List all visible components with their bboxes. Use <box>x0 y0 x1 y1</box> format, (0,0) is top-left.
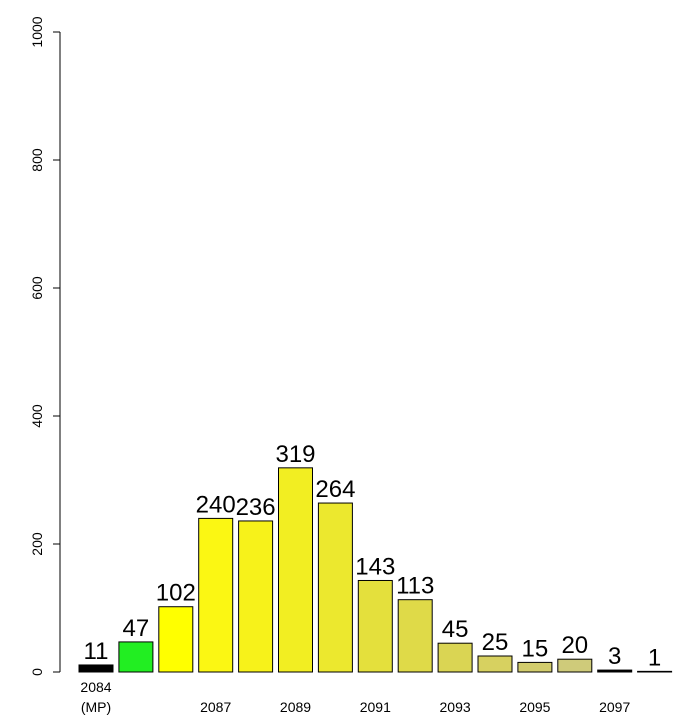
x-tick-label-line: 2091 <box>360 699 391 715</box>
value-label-2094: 25 <box>482 629 509 656</box>
value-label-2089: 319 <box>275 441 315 468</box>
x-tick-label-line: 2084 <box>80 679 111 695</box>
bar-2091 <box>357 579 393 673</box>
x-tick-label: 2093 <box>440 699 471 715</box>
x-tick-label-line: 2089 <box>280 699 311 715</box>
x-tick-label: 2095 <box>519 699 550 715</box>
value-label-2096: 20 <box>561 632 588 659</box>
x-tick-label-line: 2087 <box>200 699 231 715</box>
bar-2098 <box>637 670 673 673</box>
y-tick-label: 1000 <box>29 16 45 47</box>
bar-2095 <box>517 661 553 673</box>
x-tick-label: 2089 <box>280 699 311 715</box>
y-tick-label: 400 <box>29 404 45 428</box>
y-tick-label: 200 <box>29 532 45 556</box>
x-tick-label-line: 2095 <box>519 699 550 715</box>
bar-2092 <box>397 599 433 673</box>
value-label-2090: 264 <box>315 476 355 503</box>
value-label-2095: 15 <box>522 635 549 662</box>
y-tick-label: 800 <box>29 148 45 172</box>
value-label-2093: 45 <box>442 616 469 643</box>
x-tick-label-line: 2093 <box>440 699 471 715</box>
x-tick-label: 2087 <box>200 699 231 715</box>
bar-2089 <box>278 467 313 673</box>
value-label-2098: 1 <box>648 644 661 671</box>
value-label-2091: 143 <box>355 553 395 580</box>
value-label-2084: 11 <box>84 638 109 665</box>
y-axis: 0 200 400 600 800 1000 <box>29 16 61 676</box>
bar-2093 <box>437 642 473 673</box>
value-label-2085: 47 <box>123 615 150 642</box>
bar-2086 <box>158 606 194 673</box>
x-tick-label-line: 2097 <box>599 699 630 715</box>
bar-2085 <box>118 641 154 673</box>
bar-2088 <box>238 520 274 673</box>
bar-2097 <box>597 669 633 673</box>
bar-2084 <box>78 664 114 673</box>
value-label-2097: 3 <box>608 643 621 670</box>
value-label-2088: 236 <box>236 494 276 521</box>
x-tick-label: 2097 <box>599 699 630 715</box>
x-tick-label-line: (MP) <box>81 699 111 715</box>
y-tick-label: 600 <box>29 276 45 300</box>
y-tick-label: 0 <box>29 668 45 676</box>
bar-2090 <box>317 502 353 673</box>
x-tick-label: 2084 (MP) <box>80 679 111 715</box>
bar-2087 <box>198 517 234 673</box>
value-label-2092: 113 <box>396 573 434 600</box>
x-axis-labels: 2084 (MP) 2087 2089 2091 2093 2095 2097 <box>80 679 630 715</box>
bar-2094 <box>477 655 513 673</box>
x-tick-label: 2091 <box>360 699 391 715</box>
bars <box>78 467 673 673</box>
bar-2096 <box>557 658 593 673</box>
value-label-2087: 240 <box>196 491 236 518</box>
value-label-2086: 102 <box>156 580 196 607</box>
